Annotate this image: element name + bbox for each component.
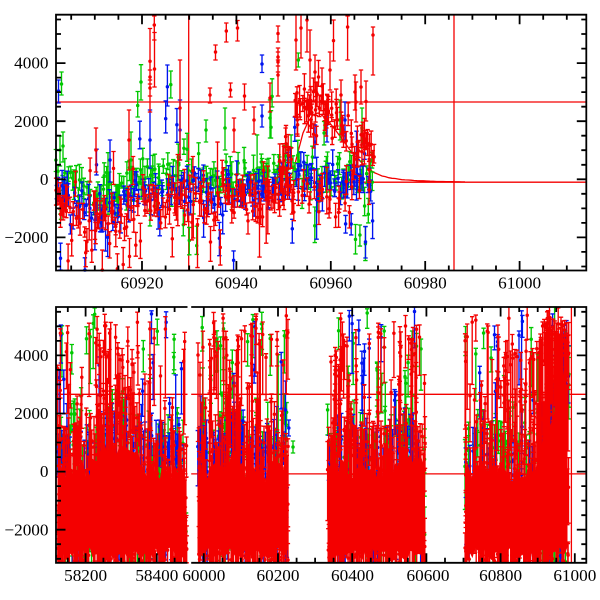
svg-text:60980: 60980 xyxy=(404,274,447,293)
svg-text:−2000: −2000 xyxy=(4,228,48,247)
svg-text:58200: 58200 xyxy=(64,566,107,585)
svg-text:60200: 60200 xyxy=(257,566,300,585)
svg-text:0: 0 xyxy=(40,462,49,481)
svg-text:61000: 61000 xyxy=(498,274,541,293)
svg-text:60920: 60920 xyxy=(121,274,164,293)
svg-text:−2000: −2000 xyxy=(4,520,48,539)
svg-text:60000: 60000 xyxy=(182,566,225,585)
svg-text:60800: 60800 xyxy=(479,566,522,585)
svg-text:60600: 60600 xyxy=(407,566,450,585)
svg-text:60940: 60940 xyxy=(215,274,258,293)
svg-text:4000: 4000 xyxy=(14,54,48,73)
svg-text:58400: 58400 xyxy=(135,566,178,585)
svg-text:4000: 4000 xyxy=(14,346,48,365)
svg-text:60400: 60400 xyxy=(331,566,374,585)
svg-text:2000: 2000 xyxy=(14,112,48,131)
svg-text:61000: 61000 xyxy=(553,566,596,585)
svg-text:0: 0 xyxy=(40,170,49,189)
svg-text:2000: 2000 xyxy=(14,404,48,423)
svg-text:60960: 60960 xyxy=(309,274,352,293)
